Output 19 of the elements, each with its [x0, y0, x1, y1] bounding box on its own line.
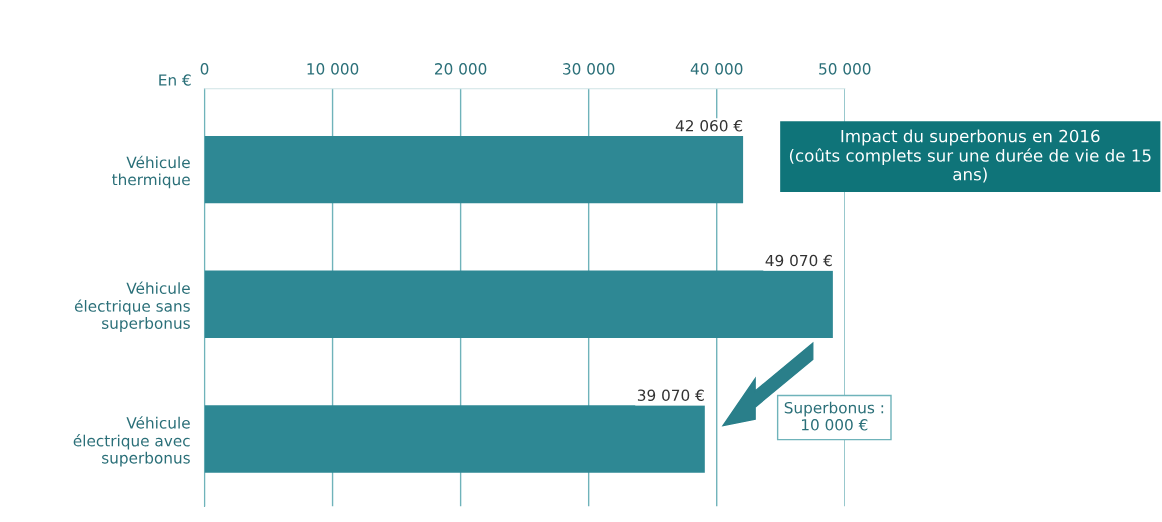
bar: [204, 405, 705, 473]
y-tick-label: Véhicule électrique sans superbonus: [74, 281, 190, 332]
y-tick-label: Véhicule électrique avec superbonus: [73, 416, 190, 467]
text: Impact du superbonus en 2016: [841, 129, 1100, 146]
x-tick-label: 20 000: [435, 63, 487, 75]
x-tick-label: 30 000: [563, 63, 615, 75]
bar: [204, 135, 744, 204]
annotation: Superbonus : 10 000 €: [784, 401, 884, 431]
x-axis-title: En €: [159, 74, 191, 86]
data-label: 39 070 €: [637, 389, 704, 401]
text: (coûts complets sur une durée de vie de 15 ans): [789, 148, 1151, 183]
x-tick-label: 40 000: [690, 63, 743, 75]
y-tick-label: Véhicule thermique: [112, 155, 190, 189]
x-tick-label: 10 000: [307, 63, 359, 75]
x-tick-label: 0: [200, 63, 209, 75]
x-tick-label: 50 000: [819, 63, 871, 75]
data-label: 42 060 €: [675, 120, 743, 132]
bar: [204, 270, 833, 338]
data-label: 49 070 €: [765, 254, 832, 267]
